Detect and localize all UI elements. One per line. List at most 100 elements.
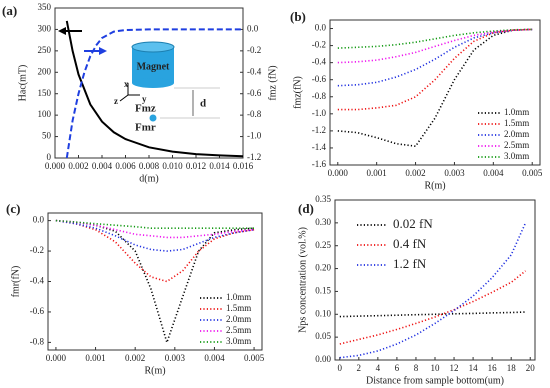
x-tick-label: 0.012 [186,161,206,171]
x-tick-label: 18 [507,363,517,373]
legend-label: 1.0mm [226,292,251,302]
magnet-top [131,41,175,53]
y-tick-label: -0.6 [312,74,327,84]
x-axis-title: Distance from sample bottom(um) [366,375,504,386]
plot-frame [334,199,536,361]
annotation: z [114,96,118,106]
x-tick-label: 0.005 [522,168,543,178]
legend-label: 1.0mm [504,107,529,117]
x-tick-label: 0 [338,363,343,373]
data-line [55,219,255,239]
y-tick-label: 50 [42,131,52,141]
y-tick-label: 0.30 [315,217,331,227]
legend-label: 2.5mm [226,325,251,335]
x-tick-label: 0.006 [115,161,136,171]
legend-label: 2.0mm [504,129,529,139]
y-tick-label: -0.4 [30,276,45,286]
annotation: x [124,79,129,89]
legend-label: 3.0mm [226,336,251,346]
legend-label: 2.0mm [226,314,251,324]
y2-tick-label: -0.8 [247,109,262,119]
legend-label: 1.2 fN [393,256,427,271]
magnet-body [132,47,174,83]
arrow-head [99,47,107,55]
y-tick-label: 150 [38,88,52,98]
legend-label: 2.5mm [504,140,529,150]
x-tick-label: 0.016 [233,161,254,171]
y-tick-label: -0.8 [312,91,327,101]
x-tick-label: 0.003 [444,168,465,178]
y-tick-label: 200 [38,66,52,76]
y-tick-label: 0.25 [315,240,331,250]
panel-label: (b) [290,9,306,24]
x-tick-label: 20 [526,363,536,373]
plot-frame [329,19,541,166]
data-line [55,219,255,283]
data-line [339,270,526,345]
particle [149,114,157,122]
x-tick-label: 2 [357,363,362,373]
data-line [65,20,244,158]
x-axis-title: R(m) [144,365,165,376]
annotation: Magnet [137,61,170,72]
data-line [55,219,255,229]
y-tick-label: -0.6 [30,306,45,316]
x-tick-label: 8 [414,363,419,373]
x-tick-label: 0.002 [125,353,145,363]
y-tick-label: 250 [38,45,52,55]
panel-label: (c) [6,201,20,216]
y-tick-label: 0.15 [315,285,331,295]
y-axis-title: fmz(fN) [292,76,303,109]
y2-axis-title: fmz (fN) [267,65,278,100]
x-tick-label: 0.004 [92,161,113,171]
data-line [339,311,526,318]
legend-label: 0.4 fN [393,236,427,251]
y-tick-label: -0.2 [312,40,326,50]
legend-label: 3.0mm [504,151,529,161]
data-line [337,28,533,64]
y-tick-label: -1.0 [312,108,327,118]
y-tick-label: 0.0 [33,215,45,225]
y2-tick-label: -1.2 [247,152,261,162]
y-axis-title: Nps concentration (vol.%) [297,227,308,333]
data-line [337,28,533,87]
x-tick-label: 14 [469,363,479,373]
legend-label: 0.02 fN [393,216,433,231]
y-tick-label: -1.4 [312,142,327,152]
y-tick-label: -0.8 [30,336,45,346]
x-tick-label: 0.004 [204,353,225,363]
annotation: d [200,98,206,110]
data-line [337,28,533,111]
panel-label: (d) [298,201,314,216]
annotation: y [142,94,147,104]
x-tick-label: 0.004 [483,168,504,178]
x-tick-label: 0.000 [46,353,67,363]
x-tick-label: 0.008 [139,161,160,171]
x-tick-label: 0.002 [405,168,425,178]
y2-tick-label: -0.4 [247,66,262,76]
y-axis-title: fmr(fN) [10,266,21,298]
annotation: Fmz [135,103,156,115]
y-tick-label: 0.20 [315,263,331,273]
x-tick-label: 0.000 [328,168,349,178]
x-tick-label: 0.003 [165,353,186,363]
data-line [55,219,255,346]
y-tick-label: 0.05 [315,331,331,341]
panel-label: (a) [2,3,17,18]
data-line [55,219,255,252]
y-tick-label: -0.4 [312,57,327,67]
axis-arrow [119,94,129,102]
x-tick-label: 0.000 [45,161,66,171]
y-tick-label: -0.2 [30,245,44,255]
y2-tick-label: -0.6 [247,88,262,98]
x-axis-title: R(m) [424,180,445,191]
y-axis-title: Hac(mT) [17,65,28,102]
legend-label: 1.5mm [504,118,529,128]
y-tick-label: 0.35 [315,194,331,204]
annotation: Fmr [135,122,156,134]
y2-tick-label: -0.2 [247,45,261,55]
y2-tick-label: -1.0 [247,131,262,141]
x-tick-label: 0.001 [85,353,105,363]
x-tick-label: 0.002 [68,161,88,171]
